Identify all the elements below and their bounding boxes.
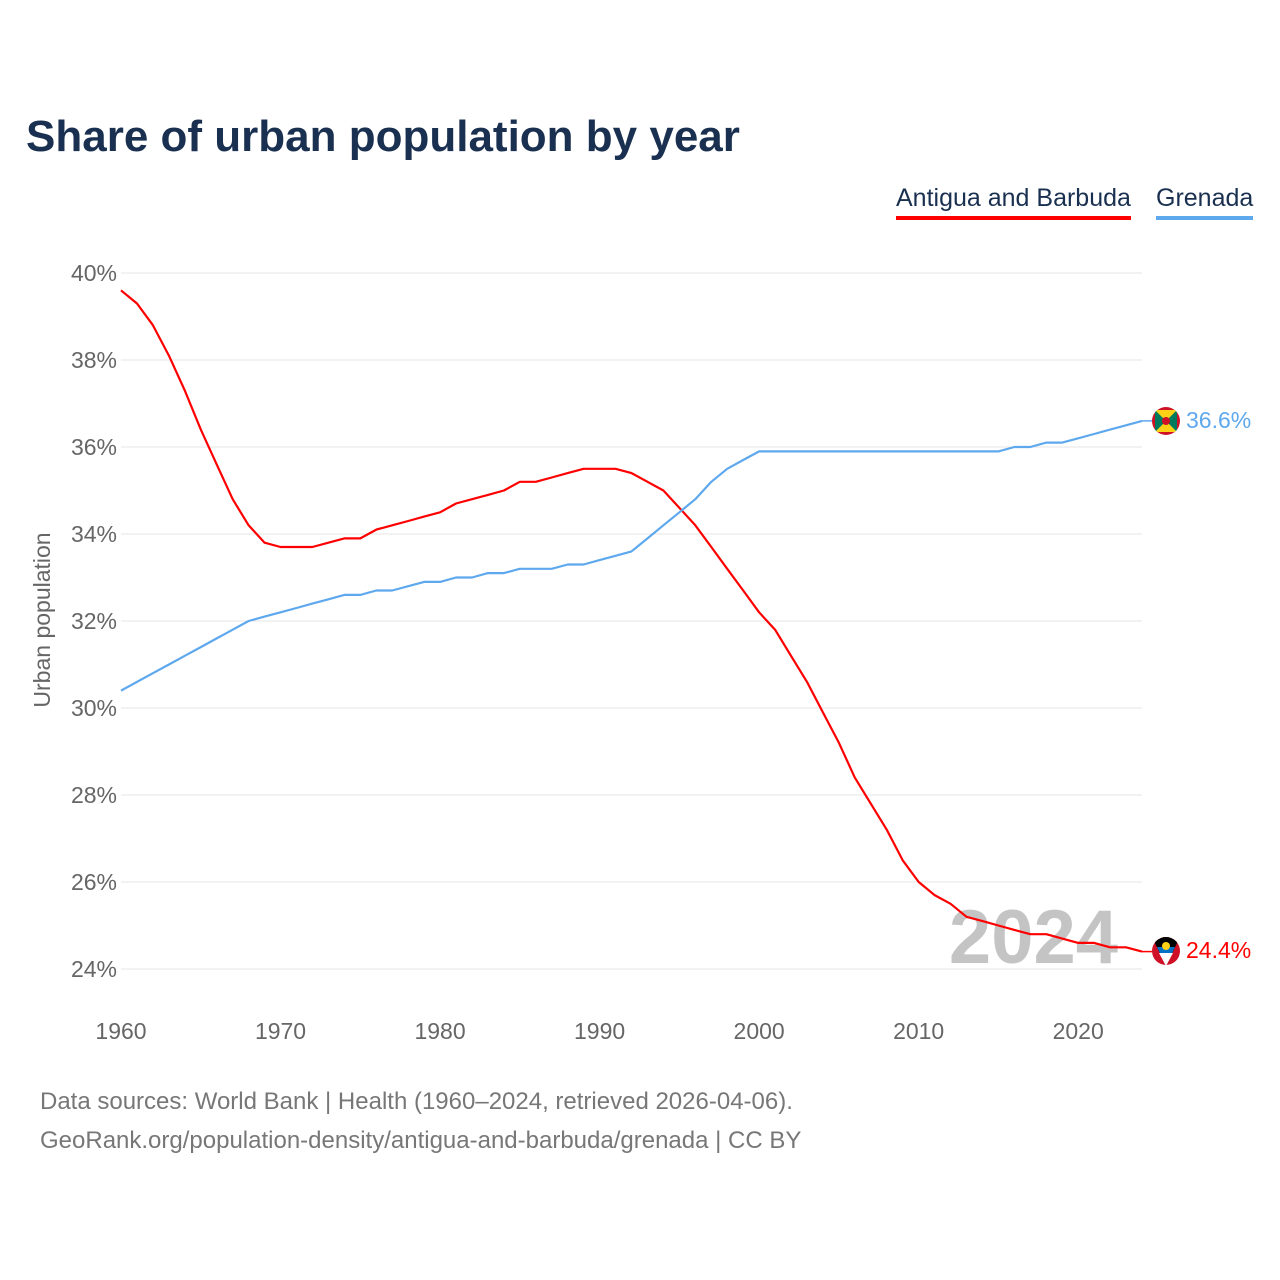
chart-title: Share of urban population by year xyxy=(26,112,740,161)
y-tick-label: 32% xyxy=(71,608,117,634)
x-tick-label: 1980 xyxy=(414,1018,465,1044)
antigua-and-barbuda-flag-icon xyxy=(1152,937,1180,965)
y-tick-label: 28% xyxy=(71,782,117,808)
grenada-flag-icon xyxy=(1152,407,1180,435)
y-tick-label: 30% xyxy=(71,695,117,721)
end-label-grenada: 36.6% xyxy=(1186,407,1251,433)
y-tick-label: 40% xyxy=(71,260,117,286)
y-tick-label: 38% xyxy=(71,347,117,373)
x-tick-label: 2010 xyxy=(893,1018,944,1044)
footer-sources: Data sources: World Bank | Health (1960–… xyxy=(40,1088,793,1115)
y-tick-label: 36% xyxy=(71,434,117,460)
y-tick-label: 24% xyxy=(71,956,117,982)
x-tick-label: 1990 xyxy=(574,1018,625,1044)
y-tick-label: 34% xyxy=(71,521,117,547)
footer-link[interactable]: GeoRank.org/population-density/antigua-a… xyxy=(40,1127,802,1154)
series-line-grenada xyxy=(120,419,1143,692)
series-line-antigua-and-barbuda xyxy=(120,289,1143,953)
legend-antigua-and-barbuda[interactable]: Antigua and Barbuda xyxy=(896,184,1131,220)
legend-grenada[interactable]: Grenada xyxy=(1156,184,1254,220)
year-watermark: 2024 xyxy=(949,895,1118,980)
x-tick-label: 2020 xyxy=(1053,1018,1104,1044)
x-tick-label: 1960 xyxy=(95,1018,146,1044)
x-tick-label: 1970 xyxy=(255,1018,306,1044)
x-tick-label: 2000 xyxy=(734,1018,785,1044)
y-axis-label: Urban population xyxy=(29,532,55,707)
y-tick-label: 26% xyxy=(71,869,117,895)
end-label-antigua-and-barbuda: 24.4% xyxy=(1186,937,1251,963)
